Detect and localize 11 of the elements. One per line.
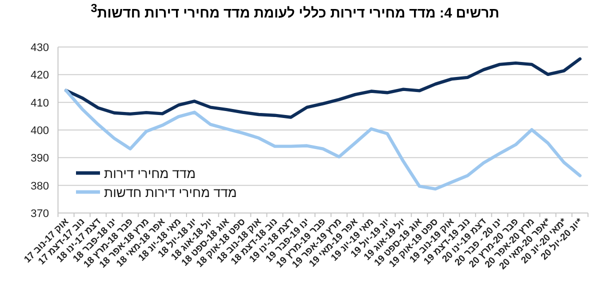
legend-label: מדד מחירי דירות חדשות (104, 185, 237, 200)
y-tick-label: 370 (30, 208, 49, 220)
y-tick-label: 400 (30, 125, 49, 137)
y-tick-label: 380 (30, 180, 49, 192)
line-series (64, 88, 582, 191)
y-tick-label: 390 (30, 152, 49, 165)
y-tick-label: 430 (30, 42, 49, 54)
line-series (64, 57, 582, 119)
y-tick-label: 410 (30, 97, 49, 110)
legend-label: מדד מחירי דירות (104, 166, 196, 181)
y-tick-label: 420 (30, 70, 49, 82)
